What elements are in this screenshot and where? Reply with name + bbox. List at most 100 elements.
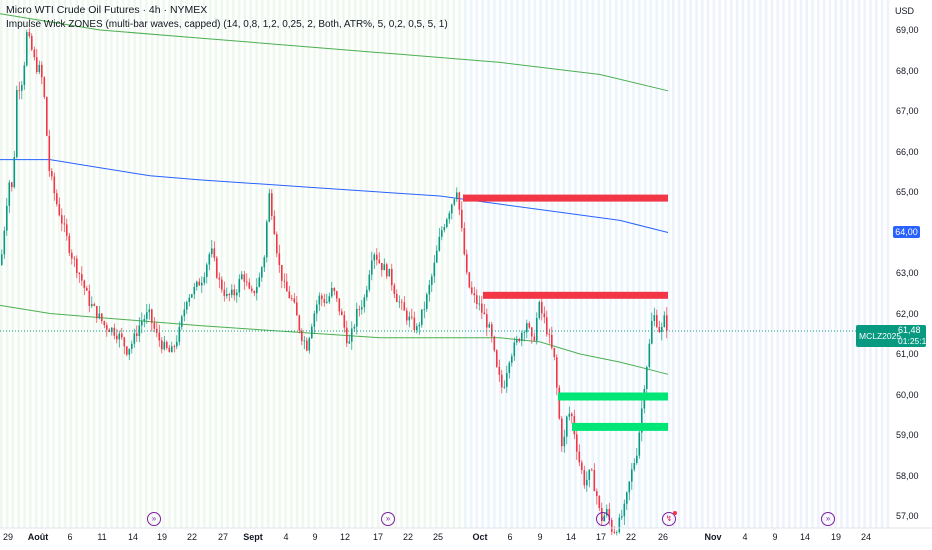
candle bbox=[71, 249, 73, 265]
session-stripe bbox=[677, 0, 681, 528]
candle bbox=[236, 289, 238, 303]
candle bbox=[458, 191, 461, 216]
fast-forward-icon[interactable]: » bbox=[381, 512, 395, 526]
session-stripe bbox=[672, 0, 675, 528]
candle bbox=[66, 218, 68, 241]
session-stripe bbox=[556, 0, 560, 528]
session-stripe bbox=[869, 0, 872, 528]
session-stripe bbox=[446, 0, 450, 528]
session-stripe bbox=[284, 0, 287, 528]
candle bbox=[438, 228, 441, 252]
candle bbox=[473, 286, 476, 304]
candle bbox=[663, 311, 666, 328]
candle bbox=[23, 61, 26, 90]
candle bbox=[26, 29, 28, 67]
candle bbox=[268, 188, 271, 223]
candle bbox=[21, 81, 23, 100]
candle bbox=[651, 312, 653, 345]
session-stripe bbox=[851, 0, 855, 528]
session-stripe bbox=[400, 0, 403, 528]
candle bbox=[343, 311, 346, 333]
time-tick: 29 bbox=[2, 532, 14, 542]
session-stripe bbox=[718, 0, 721, 528]
session-stripe bbox=[394, 0, 397, 528]
price-tick: 61,00 bbox=[896, 349, 919, 359]
session-stripe bbox=[574, 0, 577, 528]
candle bbox=[433, 255, 436, 283]
lightning-icon[interactable]: ↯ bbox=[662, 511, 677, 526]
candle bbox=[166, 340, 168, 350]
session-stripe bbox=[34, 0, 38, 528]
session-stripe bbox=[522, 0, 525, 528]
candle bbox=[276, 231, 278, 258]
fast-forward-icon[interactable]: » bbox=[821, 512, 835, 526]
candle bbox=[518, 337, 521, 343]
candle bbox=[151, 308, 153, 332]
session-stripe bbox=[353, 0, 357, 528]
candle bbox=[61, 208, 63, 232]
candle bbox=[556, 354, 558, 396]
session-stripe bbox=[603, 0, 606, 528]
candle bbox=[196, 280, 198, 291]
candle bbox=[81, 266, 83, 286]
session-stripe bbox=[857, 0, 861, 528]
fast-forward-icon[interactable]: » bbox=[596, 512, 610, 526]
candle bbox=[321, 293, 323, 307]
candle bbox=[386, 262, 388, 280]
candle bbox=[388, 268, 391, 277]
candle bbox=[231, 284, 233, 298]
time-tick: 14 bbox=[565, 532, 577, 542]
candle bbox=[348, 334, 351, 344]
candle bbox=[13, 151, 16, 189]
candle bbox=[326, 294, 328, 304]
candle bbox=[108, 328, 111, 333]
session-stripe bbox=[98, 0, 102, 528]
candle bbox=[516, 335, 518, 345]
session-stripe bbox=[301, 0, 305, 528]
candle bbox=[583, 465, 586, 489]
session-stripe bbox=[232, 0, 235, 528]
candle bbox=[656, 309, 658, 329]
last-price: 61,48 bbox=[898, 325, 921, 335]
candle bbox=[501, 370, 503, 394]
session-stripe bbox=[23, 0, 26, 528]
candle bbox=[308, 336, 311, 354]
candle bbox=[8, 179, 11, 213]
indicator-legend[interactable]: Impulse Wick ZONES (multi-bar waves, cap… bbox=[6, 19, 448, 30]
candle bbox=[43, 76, 46, 100]
time-tick: Oct bbox=[472, 532, 488, 542]
candle bbox=[168, 345, 171, 353]
candle bbox=[208, 252, 211, 271]
candle bbox=[258, 272, 261, 288]
fast-forward-icon[interactable]: » bbox=[147, 512, 161, 526]
session-stripe bbox=[735, 0, 739, 528]
candle bbox=[291, 294, 293, 301]
candle bbox=[91, 296, 93, 309]
time-tick: 12 bbox=[339, 532, 351, 542]
candle bbox=[238, 274, 241, 298]
candle bbox=[661, 322, 663, 341]
background-stripes bbox=[0, 0, 890, 528]
session-stripe bbox=[319, 0, 322, 528]
currency-label[interactable]: USD bbox=[894, 6, 914, 16]
session-stripe bbox=[562, 0, 566, 528]
chart-title[interactable]: Micro WTI Crude Oil Futures · 4h · NYMEX bbox=[6, 4, 208, 16]
session-stripe bbox=[770, 0, 774, 528]
time-tick: 17 bbox=[372, 532, 384, 542]
session-stripe bbox=[388, 0, 392, 528]
session-stripe bbox=[475, 0, 479, 528]
session-stripe bbox=[886, 0, 890, 528]
price-tick: 60,00 bbox=[896, 389, 919, 400]
candle bbox=[83, 279, 86, 296]
candle bbox=[443, 223, 446, 233]
price-tick: 68,00 bbox=[896, 65, 919, 76]
candle bbox=[98, 306, 101, 320]
time-tick: 22 bbox=[186, 532, 198, 542]
session-stripe bbox=[52, 0, 55, 528]
session-stripe bbox=[150, 0, 154, 528]
time-tick: 26 bbox=[657, 532, 669, 542]
candle bbox=[68, 232, 71, 256]
candle bbox=[338, 298, 341, 316]
session-stripe bbox=[689, 0, 692, 528]
